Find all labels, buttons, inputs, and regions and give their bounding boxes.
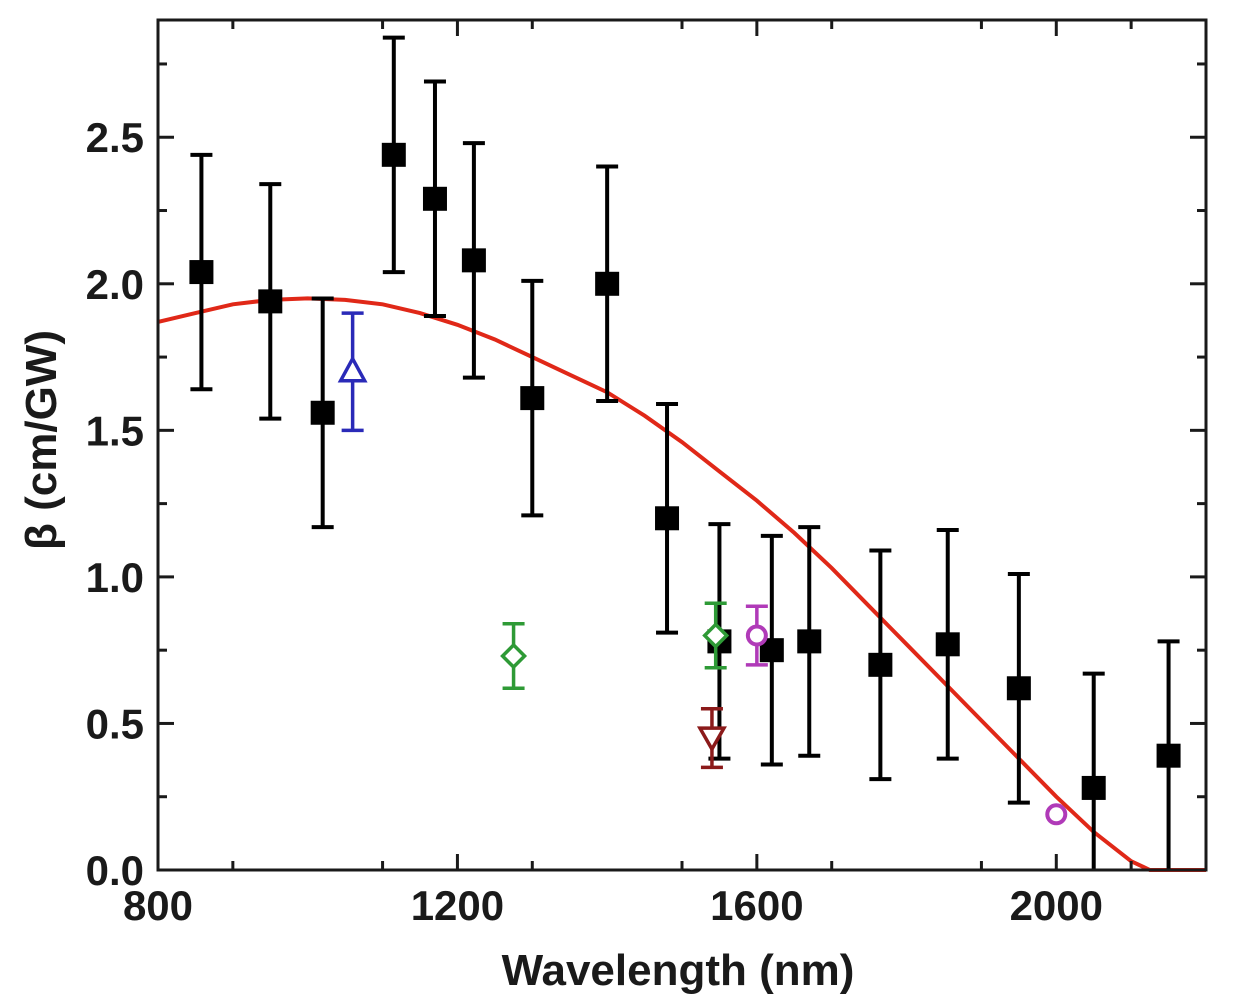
plot-frame (156, 18, 1208, 872)
data-point-square (520, 386, 545, 411)
data-point-diamond (500, 642, 528, 670)
data-point-square (595, 271, 620, 296)
y-tick-label: 0.0 (86, 847, 144, 894)
data-point-square (422, 186, 447, 211)
data-point-square (797, 629, 822, 654)
fit-layer (157, 296, 1206, 872)
y-tick-label: 2.0 (86, 261, 144, 308)
data-point-square (1006, 676, 1031, 701)
x-tick-label: 2000 (1010, 882, 1103, 929)
data-point-square (381, 142, 406, 167)
data-point-square (655, 506, 680, 531)
data-point-triangle-down (696, 726, 727, 753)
x-tick-label: 1600 (710, 882, 803, 929)
data-point-square (868, 652, 893, 677)
y-tick-label: 1.0 (86, 554, 144, 601)
data-point-square (935, 632, 960, 657)
data-point-square (461, 248, 486, 273)
data-point-square (189, 260, 214, 285)
labels-layer: 800 1200 1600 2000 0.0 0.5 1.0 1.5 2.0 2.5 (86, 114, 1103, 929)
marks-layer (189, 35, 1181, 870)
data-point-triangle-up (337, 355, 368, 383)
data-point-circle (1045, 803, 1068, 826)
y-tick-label: 0.5 (86, 700, 144, 747)
data-point-diamond (702, 622, 730, 649)
x-tick-label: 800 (123, 882, 193, 929)
data-point-square (258, 289, 283, 314)
data-point-square (1081, 775, 1106, 800)
y-tick-label: 2.5 (86, 114, 144, 161)
ticks-layer (156, 20, 1206, 872)
data-point-square (310, 400, 335, 425)
y-tick-label: 1.5 (86, 407, 144, 454)
x-axis-title: Wavelength (nm) (502, 946, 855, 995)
y-axis-title: β (cm/GW) (17, 330, 66, 550)
data-point-circle (745, 624, 768, 647)
fit-curve (157, 296, 1206, 872)
x-tick-label: 1200 (411, 882, 504, 929)
data-point-square (1156, 743, 1181, 768)
